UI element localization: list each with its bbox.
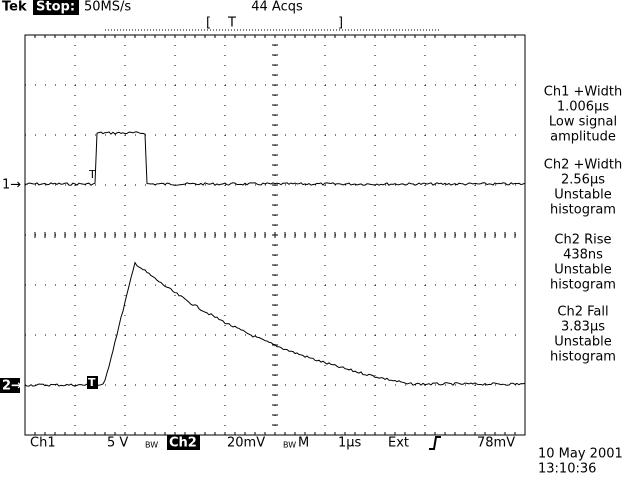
ch1-trigger-marker: T [88,168,96,181]
ch2-scale: 20mV [227,436,265,451]
measurement-line: histogram [550,203,616,218]
measurement-line: Unstable [554,263,611,278]
trigger-source: Ext [388,436,409,451]
measurement-line: Ch2 +Width [544,158,622,173]
bracket: ] [338,16,343,31]
bw1: BW [145,441,158,450]
time: 13:10:36 [538,462,596,477]
ch1-label: Ch1 [30,436,56,451]
ch1-scale: 5 V [107,436,128,451]
ch1-trace [24,131,526,186]
measurement-line: amplitude [550,130,616,145]
brand: Tek [2,0,27,15]
graticule [24,34,526,436]
measurement-line: histogram [550,350,616,365]
ch2-marker-box [0,378,20,393]
date: 10 May 2001 [538,447,623,462]
timebase: 1µs [338,436,362,451]
measurement-line: histogram [550,278,616,293]
measurement-line: Low signal [549,115,617,130]
measurement-line: Unstable [554,188,611,203]
measurement-line: 1.006µs [557,100,609,115]
measurement-line: Ch2 Rise [554,233,611,248]
measurement-line: Ch1 +Width [544,85,622,100]
bracket: [ [206,16,211,31]
state-box [33,0,79,15]
trigger-slope [429,436,441,450]
ch2-marker: 2→ [2,379,22,394]
trigger-level: 78mV [477,436,515,451]
ch2-label: Ch2 [169,436,197,451]
trigger-position: T [227,16,236,31]
measurement-line: Ch2 Fall [557,305,608,320]
sample-rate: 50MS/s [84,0,131,15]
ch2-trigger-box [87,376,98,389]
bw2: BW [283,441,296,450]
ch2-trigger-marker: T [88,376,96,389]
measurement-line: 3.83µs [561,320,605,335]
measurement-line: 438ns [563,248,603,263]
ch2-label-box [167,435,200,450]
ch1-marker: 1→ [2,178,21,193]
acq-state: Stop: [36,0,75,15]
measurement-line: 2.56µs [561,173,605,188]
ch2-trace [24,261,526,387]
measurement-line: Unstable [554,335,611,350]
acquisitions: 44 Acqs [251,0,303,15]
timebase-label: M [298,436,309,451]
